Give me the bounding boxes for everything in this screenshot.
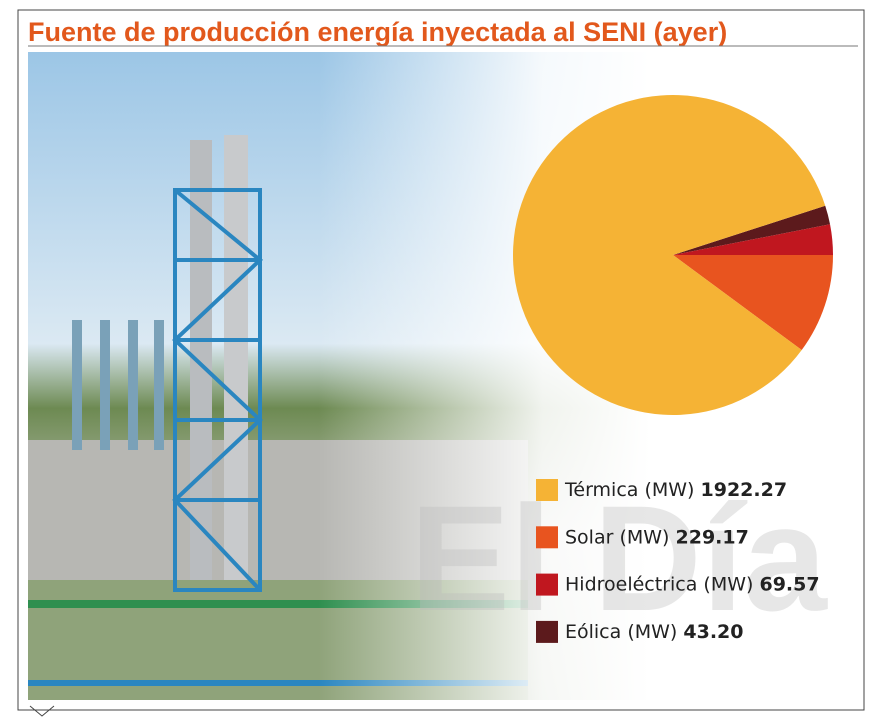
legend-swatch [536,573,558,596]
legend-swatch [536,526,558,549]
pointer [29,705,55,717]
legend-value: 229.17 [676,526,749,548]
pie [513,94,833,416]
legend-value: 69.57 [759,573,819,595]
pie-slice [673,224,833,255]
legend-label: Térmica (MW) [564,479,694,501]
pie-slice [513,94,826,416]
legend-entry: Eólica (MW) 43.20 [565,620,743,642]
legend-value: 43.20 [683,620,743,642]
legend-entry: Hidroeléctrica (MW) 69.57 [565,573,820,595]
legend-label: Solar (MW) [565,526,669,548]
legend-label: Eólica (MW) [565,620,677,642]
legend-entry: Solar (MW) 229.17 [565,526,749,548]
watermark: El Día [410,474,828,642]
legend: Térmica (MW) 1922.27 Solar (MW) 229.17 Hid… [536,479,820,643]
pie-slice [673,205,831,255]
legend-label: Hidroeléctrica (MW) [565,573,753,595]
legend-swatch [536,479,558,501]
legend-value: 1922.27 [701,479,788,501]
legend-entry: Térmica (MW) 1922.27 [564,479,787,501]
frame [17,9,865,711]
title: Fuente de producción energía inyectada a… [28,17,727,47]
legend-swatch [536,620,558,643]
pie-slice [673,255,833,351]
